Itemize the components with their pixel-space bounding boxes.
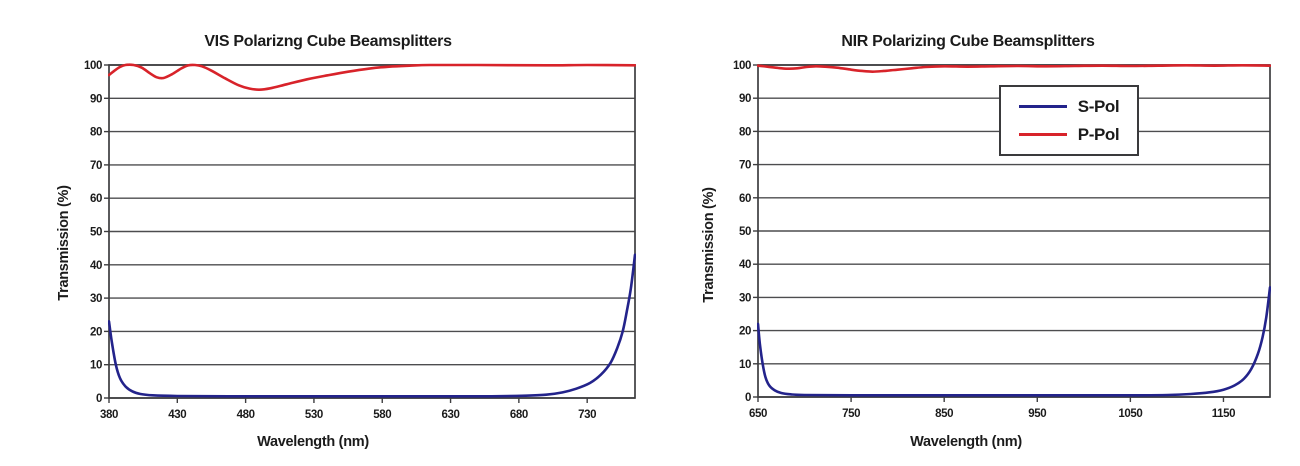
y-tick-label: 60 bbox=[90, 193, 102, 205]
series-p-pol-curve bbox=[108, 63, 636, 91]
x-tick-label: 530 bbox=[305, 409, 323, 421]
y-tick-label: 90 bbox=[739, 93, 751, 105]
y-tick-label: 90 bbox=[90, 93, 102, 105]
y-tick-label: 30 bbox=[90, 293, 102, 305]
vis-y-axis-title: Transmission (%) bbox=[56, 185, 72, 301]
legend-item-p-pol: P-Pol bbox=[1018, 125, 1120, 144]
p-pol-line-swatch bbox=[1018, 133, 1067, 136]
y-tick-label: 100 bbox=[733, 60, 751, 72]
curves-layer bbox=[757, 64, 1271, 397]
nir-y-axis-title: Transmission (%) bbox=[701, 187, 717, 303]
vis-plot-area: 0 10 20 30 40 50 60 70 80 90 100 380 430 480 530 580 630… bbox=[84, 60, 636, 421]
x-tick-label: 850 bbox=[935, 408, 953, 420]
x-tick-label: 1150 bbox=[1212, 408, 1235, 420]
x-tick-label: 680 bbox=[510, 409, 528, 421]
nir-chart-title: NIR Polarizing Cube Beamsplitters bbox=[841, 33, 1095, 50]
vis-chart-svg: VIS Polarizng Cube Beamsplitters Wavelen… bbox=[56, 33, 636, 450]
series-s-pol-curve bbox=[757, 286, 1271, 397]
x-tick-label: 580 bbox=[373, 409, 391, 421]
x-tick-label: 480 bbox=[237, 409, 255, 421]
y-tick-label: 60 bbox=[739, 193, 751, 205]
y-tick-label: 20 bbox=[90, 326, 102, 338]
vis-chart-title: VIS Polarizng Cube Beamsplitters bbox=[204, 33, 452, 50]
y-tick-label: 70 bbox=[90, 160, 102, 172]
x-tick-label: 630 bbox=[442, 409, 460, 421]
x-tick-label: 750 bbox=[842, 408, 860, 420]
x-tick-label: 730 bbox=[578, 409, 596, 421]
y-tick-label: 80 bbox=[90, 127, 102, 139]
y-tick-label: 80 bbox=[739, 126, 751, 138]
nir-plot-area: 0 10 20 30 40 50 60 70 80 90 100 650 750 850 950 1050 11… bbox=[733, 60, 1271, 420]
legend-label-p-pol: P-Pol bbox=[1077, 125, 1120, 144]
y-tick-label: 0 bbox=[745, 392, 751, 404]
y-tick-label: 70 bbox=[739, 160, 751, 172]
legend: S-Pol P-Pol bbox=[999, 85, 1139, 156]
y-tick-label: 50 bbox=[90, 227, 102, 239]
series-p-pol-curve bbox=[757, 64, 1271, 73]
legend-item-s-pol: S-Pol bbox=[1018, 97, 1120, 116]
x-tick-label: 650 bbox=[749, 408, 767, 420]
x-tick-label: 950 bbox=[1028, 408, 1046, 420]
y-tick-label: 40 bbox=[739, 259, 751, 271]
x-tick-label: 430 bbox=[168, 409, 186, 421]
y-tick-label: 20 bbox=[739, 326, 751, 338]
y-tick-label: 100 bbox=[84, 60, 102, 72]
x-tick-label: 1050 bbox=[1118, 408, 1142, 420]
y-tick-label: 30 bbox=[739, 292, 751, 304]
curves-layer bbox=[108, 63, 636, 398]
nir-x-axis-title: Wavelength (nm) bbox=[910, 434, 1022, 450]
plot-border bbox=[108, 64, 636, 399]
legend-label-s-pol: S-Pol bbox=[1077, 97, 1120, 116]
y-tick-label: 40 bbox=[90, 260, 102, 272]
vis-x-axis-title: Wavelength (nm) bbox=[257, 434, 369, 450]
s-pol-line-swatch bbox=[1018, 105, 1067, 108]
y-tick-label: 10 bbox=[739, 359, 751, 371]
nir-chart-svg: NIR Polarizing Cube Beamsplitters Wavele… bbox=[701, 33, 1271, 450]
y-tick-label: 0 bbox=[96, 393, 102, 405]
y-tick-label: 50 bbox=[739, 226, 751, 238]
series-s-pol-curve bbox=[108, 253, 636, 398]
x-tick-label: 380 bbox=[100, 409, 118, 421]
y-tick-label: 10 bbox=[90, 360, 102, 372]
